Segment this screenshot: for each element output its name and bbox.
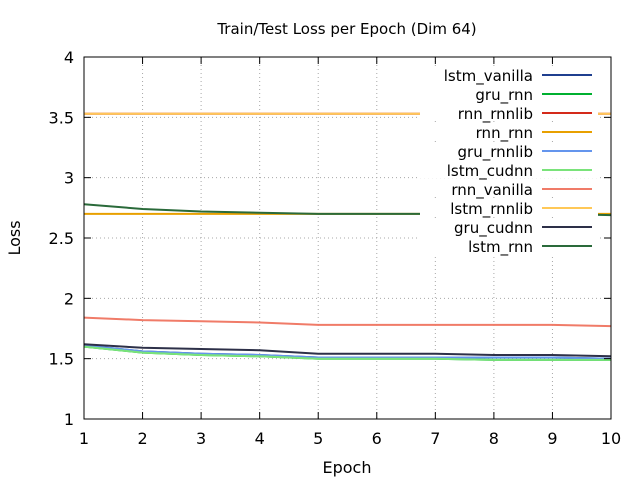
legend-label: rnn_rnn [476, 124, 533, 143]
legend-entry-background [420, 85, 598, 102]
series-line-gru-rnnlib [83, 344, 612, 360]
legend-label: gru_rnn [475, 86, 533, 105]
x-tick-label: 7 [430, 429, 440, 448]
legend-entry-background [420, 142, 598, 159]
series-line-rnn-vanilla [83, 316, 612, 328]
y-tick-label: 3 [64, 169, 74, 188]
y-tick-label: 1 [64, 410, 74, 429]
legend-label: lstm_rnn [468, 238, 533, 257]
legend-entry-background [420, 237, 598, 254]
legend: lstm_vanillagru_rnnrnn_rnnlibrnn_rnngru_… [420, 66, 598, 257]
x-tick-label: 8 [489, 429, 499, 448]
series-line-lstm-cudnn [83, 345, 611, 361]
y-tick-label: 4 [64, 48, 74, 67]
y-tick-label: 2.5 [49, 229, 74, 248]
legend-label: rnn_vanilla [451, 181, 533, 200]
legend-entry-background [420, 180, 598, 197]
legend-label: gru_cudnn [454, 219, 533, 238]
x-tick-label: 4 [255, 429, 265, 448]
legend-label: rnn_rnnlib [458, 105, 533, 124]
x-tick-label: 2 [137, 429, 147, 448]
legend-label: gru_rnnlib [458, 143, 533, 162]
legend-label: lstm_rnnlib [450, 200, 533, 219]
x-tick-label: 9 [547, 429, 557, 448]
legend-entry-background [420, 161, 598, 178]
legend-label: lstm_vanilla [444, 67, 533, 86]
x-tick-label: 5 [313, 429, 323, 448]
y-tick-label: 2 [64, 289, 74, 308]
x-tick-label: 3 [196, 429, 206, 448]
legend-label: lstm_cudnn [447, 162, 533, 181]
x-axis-label: Epoch [323, 458, 372, 477]
legend-entry-background [420, 123, 598, 140]
series-line-gru-cudnn [83, 343, 612, 358]
legend-entry-background [420, 66, 598, 83]
x-tick-label: 1 [79, 429, 89, 448]
legend-entry-background [420, 104, 598, 121]
y-tick-label: 3.5 [49, 108, 74, 127]
legend-entry-background [420, 199, 598, 216]
y-tick-label: 1.5 [49, 350, 74, 369]
y-axis-label: Loss [5, 220, 24, 255]
x-tick-label: 10 [601, 429, 621, 448]
legend-entry-background [420, 218, 598, 235]
y-axis: 1 1.5 2 2.5 3 3.5 4 [49, 48, 611, 429]
chart-title: Train/Test Loss per Epoch (Dim 64) [216, 20, 476, 38]
x-tick-label: 6 [372, 429, 382, 448]
x-axis: 1 2 3 4 5 6 7 8 9 10 [79, 57, 621, 448]
